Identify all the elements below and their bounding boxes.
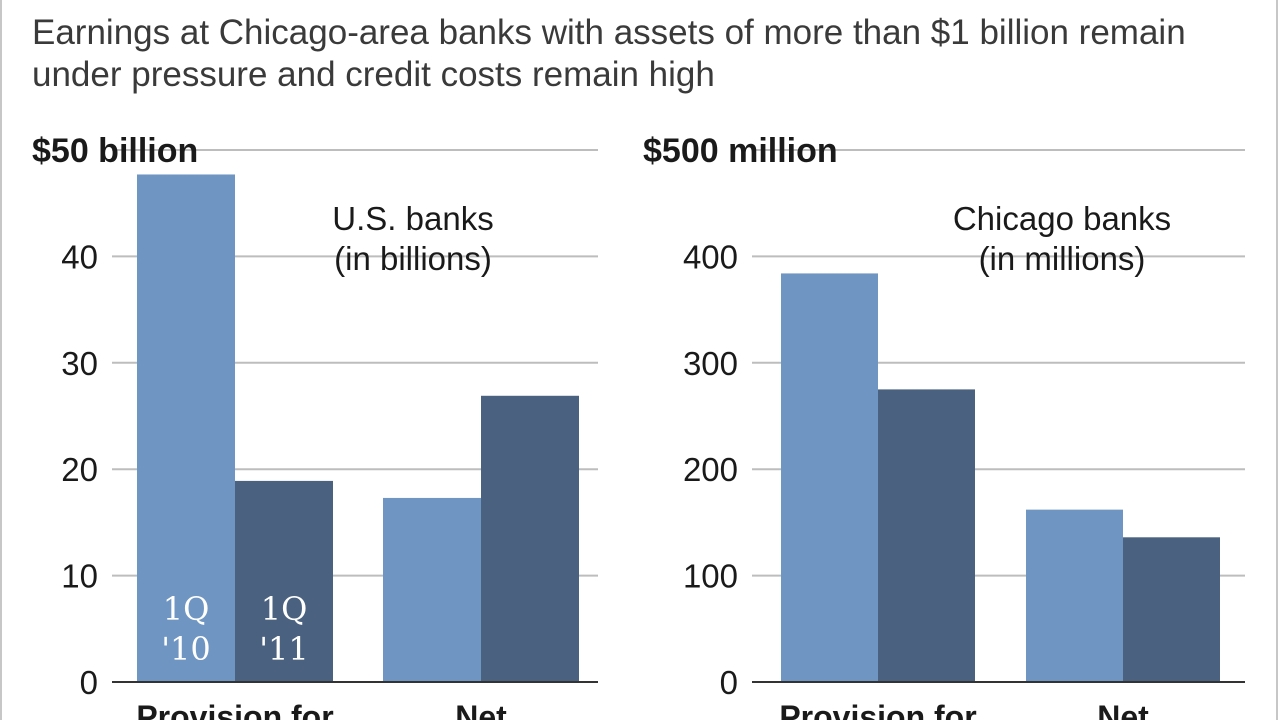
headline: Earnings at Chicago-area banks with asse…	[32, 13, 1186, 94]
bar-1q10-net	[383, 497, 481, 682]
series-label: 1Q	[163, 590, 210, 628]
panel-title: U.S. banks	[332, 200, 493, 237]
y-tick-label: 100	[683, 558, 738, 595]
y-axis-unit-label: $50 billion	[32, 132, 198, 170]
panel-title: Chicago banks	[953, 200, 1171, 237]
category-label: Provision for	[136, 699, 333, 720]
bar-1q10-net	[1026, 509, 1123, 682]
y-tick-label: 400	[683, 238, 738, 275]
y-tick-label: 0	[80, 664, 98, 701]
y-axis-unit-label: $500 million	[643, 132, 838, 170]
y-tick-label: 300	[683, 345, 738, 382]
bar-1q11-provision	[878, 389, 975, 682]
category-label: Provision for	[779, 699, 976, 720]
y-tick-label: 30	[61, 345, 98, 382]
y-tick-label: 20	[61, 451, 98, 488]
y-tick-label: 40	[61, 238, 98, 275]
y-tick-label: 0	[720, 664, 738, 701]
panel-title: (in millions)	[979, 240, 1146, 277]
bar-1q10-provision	[781, 273, 878, 682]
y-tick-label: 10	[61, 558, 98, 595]
series-label: '11	[259, 630, 309, 668]
panel-title: (in billions)	[334, 240, 492, 277]
bar-1q11-net	[481, 395, 579, 682]
bar-1q10-provision	[137, 174, 235, 683]
series-label: 1Q	[261, 590, 308, 628]
bar-1q11-provision	[235, 480, 333, 682]
category-label: Net	[455, 699, 507, 720]
y-tick-label: 200	[683, 451, 738, 488]
series-label: '10	[161, 630, 211, 668]
category-label: Net	[1097, 699, 1149, 720]
bar-1q11-net	[1123, 537, 1220, 682]
